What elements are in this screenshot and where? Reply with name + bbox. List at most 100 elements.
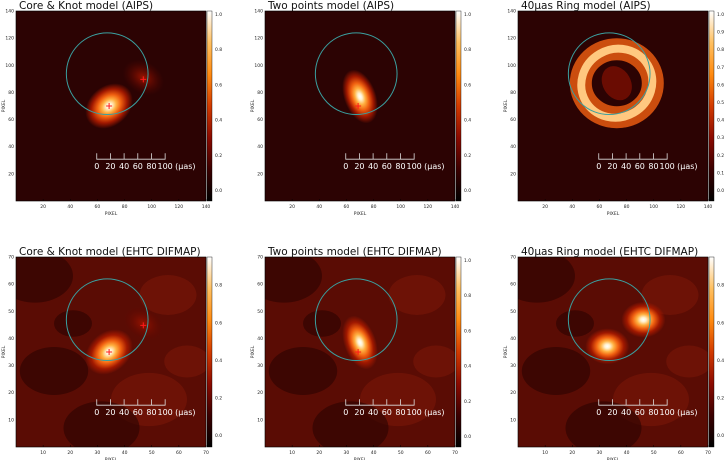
- x-tick-label: 80: [371, 204, 377, 210]
- y-axis-label: PIXEL: [250, 99, 256, 112]
- y-tick-label: 40: [257, 144, 263, 150]
- y-tick-label: 40: [257, 336, 263, 342]
- component-marker: [355, 349, 362, 355]
- y-tick-label: 20: [257, 171, 263, 177]
- scale-bar-label: 80: [146, 408, 156, 417]
- scale-bar-label: 0: [596, 408, 601, 417]
- colorbar-tick-label: 0.0: [717, 433, 724, 439]
- y-tick-label: 140: [507, 9, 516, 15]
- y-tick-label: 50: [510, 309, 516, 315]
- ring-blob: [621, 301, 666, 338]
- colorbar-tick-label: 0.0: [717, 188, 724, 194]
- colorbar-tick-label: 1.0: [464, 258, 471, 264]
- scale-bar-label: 40: [368, 408, 378, 417]
- x-tick-label: 40: [569, 204, 575, 210]
- y-axis-label: PIXEL: [503, 99, 509, 112]
- y-tick-label: 20: [257, 390, 263, 396]
- colorbar-tick-label: 0.9: [717, 30, 724, 36]
- component-marker: [355, 103, 362, 109]
- x-tick-label: 50: [398, 450, 404, 456]
- scale-bar-label: 60: [382, 162, 392, 171]
- y-axis-label: PIXEL: [1, 345, 7, 358]
- background-structure: [63, 401, 140, 447]
- source-emission: [342, 315, 378, 370]
- colorbar-tick-label: 0.2: [464, 399, 471, 405]
- y-tick-label: 70: [257, 255, 263, 261]
- image-background: [265, 257, 455, 447]
- scale-bar-label: 0: [343, 408, 348, 417]
- x-tick-label: 60: [678, 450, 684, 456]
- scale-bar-label: 0: [343, 162, 348, 171]
- colorbar-tick-label: 0.4: [464, 364, 471, 370]
- eht-circle: [65, 278, 149, 362]
- colorbar-tick-label: 0.4: [464, 118, 471, 124]
- background-structure: [303, 310, 341, 337]
- y-tick-label: 40: [510, 336, 516, 342]
- scale-bar: [598, 399, 668, 406]
- scale-bar-label: 20: [354, 162, 364, 171]
- colorbar: [455, 256, 462, 448]
- background-structure: [388, 275, 446, 315]
- colorbar-tick-label: 0.6: [717, 320, 724, 326]
- x-tick-label: 30: [597, 450, 603, 456]
- x-tick-label: 70: [452, 450, 458, 456]
- scale-bar-label: 60: [133, 408, 143, 417]
- colorbar-tick-label: 0.4: [717, 118, 724, 124]
- x-tick-label: 40: [371, 450, 377, 456]
- eht-circle: [567, 278, 651, 362]
- plot-frame: [517, 10, 709, 202]
- colorbar-tick-label: 0.2: [717, 396, 724, 402]
- colorbar-tick-label: 0.6: [464, 328, 471, 334]
- ring-blob: [585, 328, 630, 365]
- colorbar-tick-label: 0.4: [717, 358, 724, 364]
- scale-bar-label: 80: [648, 408, 658, 417]
- background-structure: [641, 275, 699, 315]
- y-tick-label: 120: [254, 36, 263, 42]
- panel-title: 40μas Ring model (EHTC DIFMAP): [521, 246, 699, 258]
- colorbar-tick-label: 0.6: [215, 320, 222, 326]
- plot-frame: [264, 256, 456, 448]
- x-tick-label: 20: [289, 204, 295, 210]
- x-tick-label: 120: [677, 204, 686, 210]
- source-emission: [342, 69, 378, 124]
- scale-bar-label: 40: [621, 408, 631, 417]
- background-structure: [666, 345, 708, 378]
- y-tick-label: 40: [8, 336, 14, 342]
- panel-title: 40μas Ring model (AIPS): [521, 0, 651, 12]
- scale-bar: [96, 399, 166, 406]
- panel-title: Core & Knot model (EHTC DIFMAP): [19, 246, 201, 258]
- x-tick-label: 10: [289, 450, 295, 456]
- image-background: [265, 11, 455, 201]
- scale-bar-label: 80: [395, 408, 405, 417]
- background-structure: [139, 275, 197, 315]
- scale-bar-unit: (μas): [677, 408, 697, 417]
- y-tick-label: 60: [510, 282, 516, 288]
- y-tick-label: 10: [510, 417, 516, 423]
- colorbar-tick-label: 0.6: [464, 82, 471, 88]
- colorbar: [455, 10, 462, 202]
- y-tick-label: 40: [510, 144, 516, 150]
- ring-hole: [601, 66, 632, 101]
- x-tick-label: 100: [649, 204, 658, 210]
- y-tick-label: 10: [8, 417, 14, 423]
- scale-bar-unit: (μas): [424, 162, 444, 171]
- scale-bar-label: 100: [407, 408, 422, 417]
- colorbar: [708, 256, 715, 448]
- plot-frame: [517, 256, 709, 448]
- plot-frame: [264, 10, 456, 202]
- scale-bar: [345, 399, 415, 406]
- y-tick-label: 60: [257, 117, 263, 123]
- scale-bar-unit: (μas): [424, 408, 444, 417]
- y-tick-label: 60: [510, 117, 516, 123]
- eht-circle: [314, 32, 398, 116]
- scale-bar-label: 20: [607, 162, 617, 171]
- x-tick-label: 100: [396, 204, 405, 210]
- y-tick-label: 30: [257, 363, 263, 369]
- scale-bar-unit: (μas): [175, 408, 195, 417]
- x-tick-label: 60: [597, 204, 603, 210]
- colorbar-tick-label: 0.8: [717, 283, 724, 289]
- scale-bar: [345, 153, 415, 160]
- background-structure: [413, 345, 455, 378]
- x-tick-label: 40: [316, 204, 322, 210]
